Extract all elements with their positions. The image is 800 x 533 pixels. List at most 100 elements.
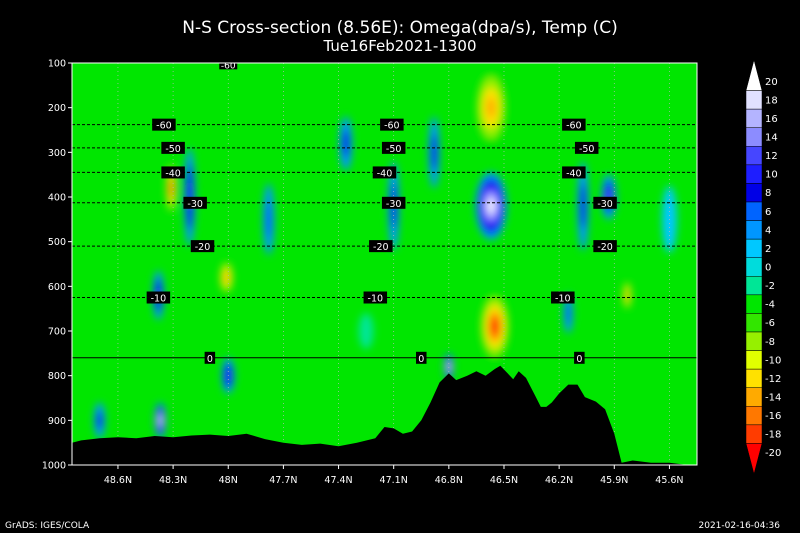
isotherm-label: -10 (555, 294, 571, 305)
colorbar-label: 6 (765, 207, 771, 218)
colorbar-label: 4 (765, 225, 771, 236)
isotherm-label-bg (574, 351, 585, 364)
colorbar-cell (745, 183, 763, 203)
isotherm-label: -30 (187, 199, 203, 210)
colorbar-cell (745, 146, 763, 166)
isotherm-label-bg (146, 291, 171, 304)
omega-cell-13 (566, 303, 571, 324)
y-tick-label: 800 (48, 371, 66, 382)
colorbar-label: 12 (765, 151, 778, 162)
colorbar-label: 2 (765, 244, 771, 255)
plot-frame (71, 62, 698, 466)
isotherm-label-bg (190, 240, 215, 253)
colorbar-label: 0 (765, 263, 771, 274)
terrain (72, 365, 697, 465)
isotherm-label: -40 (165, 168, 181, 179)
isotherm-label: -20 (195, 242, 211, 253)
colorbar-cell (745, 127, 763, 147)
x-tick-label: 47.7N (269, 475, 297, 486)
colorbar-cell (745, 406, 763, 426)
x-tick-label: 46.8N (435, 475, 463, 486)
colorbar-label: -14 (765, 393, 781, 404)
colorbar-label: 16 (765, 114, 778, 125)
colorbar-cell (745, 350, 763, 370)
y-tick-label: 300 (48, 148, 66, 159)
isotherm-label-bg (380, 118, 404, 131)
colorbar-cell (745, 108, 763, 128)
colorbar-label: -12 (765, 374, 781, 385)
y-tick-label: 400 (48, 193, 66, 204)
colorbar: 20181614121086420-2-4-6-8-10-12-14-16-18… (745, 59, 781, 475)
colorbar-cell (745, 387, 763, 407)
chart-subtitle: Tue16Feb2021-1300 (322, 37, 476, 55)
omega-cell-7 (224, 272, 229, 282)
y-tick-label: 900 (48, 416, 66, 427)
colorbar-cell (745, 313, 763, 333)
omega-cell-16 (265, 201, 272, 238)
isotherm-label: -30 (386, 199, 402, 210)
colorbar-label: -20 (765, 448, 781, 459)
isotherm-label: -60 (384, 121, 400, 132)
x-tick-label: 45.9N (600, 475, 628, 486)
x-tick-label: 47.1N (380, 475, 408, 486)
y-axis: 100 200 300 400 500 600 700 800 900 1000 (42, 59, 72, 472)
y-tick-label: 1000 (42, 461, 66, 472)
isotherm-top-label: -60 (221, 61, 236, 71)
colorbar-cell (745, 238, 763, 258)
colorbar-label: -2 (765, 281, 775, 292)
x-tick-label: 46.2N (545, 475, 573, 486)
isotherm-label: -60 (156, 121, 172, 132)
isotherm-label-bg (381, 196, 406, 209)
y-tick-label: 600 (48, 282, 66, 293)
colorbar-label: 20 (765, 77, 778, 88)
colorbar-label: 8 (765, 188, 771, 199)
colorbar-cell (745, 331, 763, 351)
y-tick-label: 100 (48, 59, 66, 70)
omega-cell-12 (625, 291, 629, 300)
colorbar-cell (745, 294, 763, 314)
colorbar-cell (745, 90, 763, 110)
y-tick-label: 200 (48, 103, 66, 114)
x-tick-label: 45.6N (655, 475, 683, 486)
colorbar-label: -6 (765, 318, 775, 329)
colorbar-cell (745, 257, 763, 277)
omega-cell-2 (491, 319, 498, 334)
isotherm-label: 0 (207, 354, 213, 365)
isotherm-label-bg (562, 166, 586, 179)
x-tick-label: 46.5N (490, 475, 518, 486)
temperature-labels: -60 -60 -60 -50 -50 -50 -40 -40 -40 -30 -30 -30 -20 -… (146, 61, 617, 365)
isotherm-label-bg (574, 141, 599, 154)
omega-cell-15 (299, 286, 312, 323)
omega-cell-11 (580, 183, 586, 229)
isotherm-label-bg (372, 166, 397, 179)
omega-cell-8 (159, 416, 162, 424)
isotherm-label: -50 (386, 144, 402, 155)
isotherm-label: -10 (151, 294, 167, 305)
x-tick-label: 48.3N (159, 475, 187, 486)
isotherm-label: -50 (579, 144, 595, 155)
y-tick-label: 500 (48, 237, 66, 248)
colorbar-cell (745, 424, 763, 444)
colorbar-label: -18 (765, 430, 781, 441)
colorbar-cell-top (745, 59, 763, 91)
isotherm-label-bg (369, 240, 393, 253)
colorbar-label: 10 (765, 170, 778, 181)
x-tick-label: 47.4N (324, 475, 352, 486)
colorbar-label: -16 (765, 411, 781, 422)
footer-left: GrADS: IGES/COLA (5, 521, 90, 531)
colorbar-cell (745, 276, 763, 296)
y-tick-label: 700 (48, 327, 66, 338)
isotherm-label-bg (161, 166, 185, 179)
colorbar-cell (745, 164, 763, 184)
isotherm-label-bg (416, 351, 427, 364)
omega-cell-20 (358, 313, 374, 349)
isotherm-label: -30 (597, 199, 613, 210)
colorbar-cell-bottom (745, 443, 763, 475)
isotherm-label-bg (204, 351, 216, 364)
isotherm-top-label-bg (219, 63, 238, 70)
x-axis: 48.6N 48.3N 48N 47.7N 47.4N 47.1N 46.8N 46.5N 46… (104, 465, 684, 486)
isotherm-label-bg (562, 118, 586, 131)
omega-cell-1 (487, 199, 495, 213)
isotherm-label: -20 (373, 242, 389, 253)
